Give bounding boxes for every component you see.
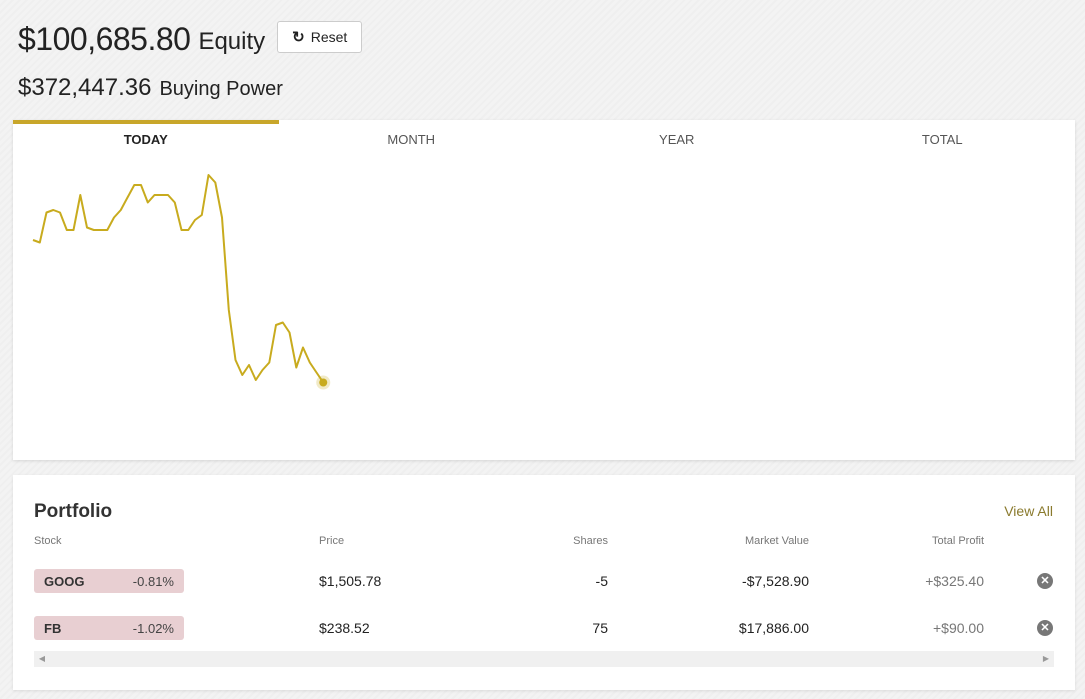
tab-total[interactable]: TOTAL (921, 132, 963, 147)
price-cell: $1,505.78 (319, 573, 382, 589)
tab-year[interactable]: YEAR (659, 132, 695, 147)
stock-symbol: FB (44, 620, 62, 636)
table-row[interactable]: GOOG -0.81% $1,505.78 -5 -$7,528.90 +$32… (13, 569, 1075, 595)
profit-cell: +$325.40 (925, 573, 984, 589)
account-header: $100,685.80 Equity ↻ Reset $372,447.36 B… (18, 18, 363, 102)
column-header-total-profit: Total Profit (932, 535, 984, 547)
scroll-right-icon[interactable]: ▶ (1042, 654, 1050, 663)
column-header-price: Price (319, 535, 345, 547)
remove-icon[interactable]: ✕ (1037, 573, 1053, 589)
stock-pill[interactable]: GOOG -0.81% (34, 569, 184, 593)
reset-button[interactable]: ↻ Reset (277, 21, 363, 53)
stock-pill[interactable]: FB -1.02% (34, 616, 184, 640)
current-point (319, 378, 328, 387)
tab-today[interactable]: TODAY (13, 120, 279, 158)
portfolio-card: Portfolio View All Stock Price Shares Ma… (13, 475, 1075, 690)
horizontal-scrollbar[interactable]: ◀ ▶ (34, 651, 1054, 667)
stock-change: -1.02% (132, 620, 174, 636)
equity-series-line (32, 174, 325, 384)
shares-cell: -5 (595, 573, 608, 589)
table-row[interactable]: FB -1.02% $238.52 75 $17,886.00 +$90.00 … (13, 616, 1075, 642)
stock-symbol: GOOG (44, 573, 85, 589)
scroll-left-icon[interactable]: ◀ (38, 654, 46, 663)
column-header-shares: Shares (573, 535, 608, 547)
remove-icon[interactable]: ✕ (1037, 620, 1053, 636)
portfolio-title: Portfolio (34, 501, 113, 522)
refresh-icon: ↻ (292, 29, 305, 46)
price-cell: $238.52 (319, 620, 370, 636)
reset-label: Reset (310, 29, 348, 45)
equity-line-chart (32, 174, 331, 390)
column-header-stock: Stock (34, 535, 62, 547)
buying-power-value: $372,447.36 (18, 74, 152, 101)
timeframe-tabs: TODAY MONTH YEAR TOTAL (13, 120, 1075, 158)
shares-cell: 75 (592, 620, 608, 636)
chart-card: TODAY MONTH YEAR TOTAL (13, 120, 1075, 460)
column-header-market-value: Market Value (745, 535, 809, 547)
tab-month[interactable]: MONTH (387, 132, 436, 147)
equity-label: Equity (198, 28, 266, 55)
stock-change: -0.81% (132, 573, 174, 589)
equity-row: $100,685.80 Equity ↻ Reset (18, 18, 363, 60)
equity-value: $100,685.80 (18, 20, 191, 57)
market-value-cell: -$7,528.90 (742, 573, 809, 589)
buying-power-row: $372,447.36 Buying Power (18, 74, 362, 102)
market-value-cell: $17,886.00 (738, 620, 809, 636)
profit-cell: +$90.00 (933, 620, 984, 636)
view-all-link[interactable]: View All (1004, 503, 1053, 519)
buying-power-label: Buying Power (159, 78, 283, 100)
